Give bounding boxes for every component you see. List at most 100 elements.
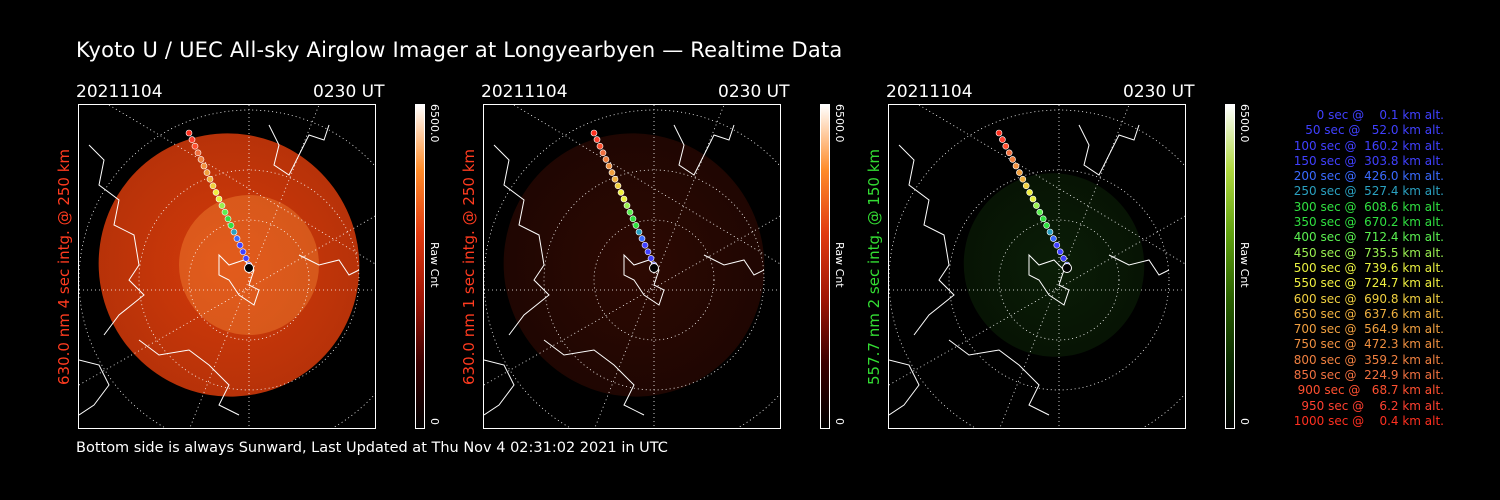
trajectory-point: [203, 169, 211, 176]
trajectory-point: [224, 215, 232, 223]
legend-row: 400 sec @ 712.4 km alt.: [1289, 230, 1444, 245]
allsky-image-557nm-2s: [888, 104, 1186, 429]
observatory-marker: [1062, 263, 1072, 273]
panel-time: 0230 UT: [718, 82, 790, 102]
legend-row: 200 sec @ 426.0 km alt.: [1289, 169, 1444, 184]
lat-lon-grid: [484, 105, 780, 428]
panel-side-label: 557.7 nm 2 sec intg. @ 150 km: [865, 148, 883, 385]
trajectory-point: [596, 142, 604, 150]
trajectory-point: [197, 156, 205, 163]
trajectory-point: [590, 129, 598, 137]
allsky-image-630nm-1s: [483, 104, 781, 429]
trajectory-point: [599, 149, 607, 157]
trajectory-point: [614, 182, 622, 190]
trajectory-point: [206, 175, 214, 183]
trajectory-point: [1039, 215, 1047, 223]
legend-row: 250 sec @ 527.4 km alt.: [1289, 184, 1444, 199]
trajectory-point: [1033, 202, 1040, 209]
trajectory-point: [209, 182, 217, 190]
trajectory-point: [999, 136, 1006, 143]
colorbar-max-label: 6500.0: [428, 104, 441, 143]
trajectory-point: [623, 202, 631, 209]
trajectory-point: [233, 235, 241, 242]
trajectory-point: [1026, 189, 1033, 196]
trajectory-point: [1056, 248, 1064, 256]
trajectory-point: [1053, 241, 1061, 249]
colorbar: [415, 104, 425, 429]
legend-row: 900 sec @ 68.7 km alt.: [1293, 383, 1444, 398]
airglow-field: [503, 133, 765, 397]
panel-date: 20211104: [886, 82, 973, 102]
trajectory-point: [626, 208, 634, 216]
trajectory-point: [1019, 175, 1027, 183]
trajectory-point: [218, 202, 226, 209]
panel-side-label: 630.0 nm 4 sec intg. @ 250 km: [55, 148, 73, 385]
trajectory-point: [236, 241, 244, 249]
lat-lon-grid: [79, 105, 375, 428]
trajectory-point: [1002, 142, 1010, 150]
panel-time: 0230 UT: [1123, 82, 1195, 102]
trajectory-point: [1043, 222, 1050, 229]
trajectory-point: [617, 189, 625, 196]
trajectory-point: [215, 195, 223, 203]
trajectory-point: [191, 142, 199, 150]
legend-row: 350 sec @ 670.2 km alt.: [1289, 215, 1444, 230]
colorbar-max-label: 6500.0: [833, 104, 846, 143]
legend-row: 650 sec @ 637.6 km alt.: [1289, 306, 1444, 321]
trajectory-point: [1016, 169, 1023, 176]
trajectory-point: [242, 255, 250, 262]
trajectory-point: [635, 228, 643, 236]
trajectory-point: [185, 129, 193, 137]
trajectory-point: [995, 129, 1003, 137]
trajectory-point: [611, 175, 619, 183]
legend-row: 600 sec @ 690.8 km alt.: [1289, 291, 1444, 306]
coastline: [484, 124, 765, 416]
airglow-field: [963, 173, 1145, 357]
colorbar-unit-label: Raw Cnt: [833, 242, 846, 288]
colorbar-unit-label: Raw Cnt: [1238, 242, 1251, 288]
trajectory-point: [647, 255, 655, 262]
trajectory-point: [602, 156, 610, 163]
observatory-marker: [244, 263, 254, 273]
trajectory-point: [1060, 255, 1067, 262]
colorbar-min-label: 0: [1238, 418, 1251, 425]
trajectory-point: [227, 222, 235, 229]
trajectory-point: [632, 222, 640, 229]
trajectory-point: [1046, 228, 1054, 236]
legend-row: 500 sec @ 739.6 km alt.: [1289, 260, 1444, 275]
colorbar-min-label: 0: [428, 418, 441, 425]
panel-date: 20211104: [76, 82, 163, 102]
trajectory-point: [230, 228, 238, 236]
trajectory-point: [188, 136, 196, 143]
trajectory-point: [605, 162, 613, 170]
trajectory-point: [194, 149, 202, 157]
lat-lon-grid: [889, 105, 1185, 428]
colorbar-max-label: 6500.0: [1238, 104, 1251, 143]
footer-note: Bottom side is always Sunward, Last Upda…: [76, 440, 668, 456]
legend-row: 800 sec @ 359.2 km alt.: [1289, 352, 1444, 367]
legend-row: 100 sec @ 160.2 km alt.: [1289, 138, 1444, 153]
trajectory-point: [1050, 235, 1057, 242]
colorbar: [1225, 104, 1235, 429]
trajectory-point: [608, 169, 616, 176]
legend-row: 750 sec @ 472.3 km alt.: [1289, 337, 1444, 352]
panel-side-label: 630.0 nm 1 sec intg. @ 250 km: [460, 148, 478, 385]
panel-date: 20211104: [481, 82, 568, 102]
legend-row: 50 sec @ 52.0 km alt.: [1297, 123, 1444, 138]
legend-row: 700 sec @ 564.9 km alt.: [1289, 322, 1444, 337]
legend-row: 550 sec @ 724.7 km alt.: [1289, 276, 1444, 291]
trajectory-point: [644, 248, 652, 256]
trajectory-point: [1036, 208, 1044, 216]
trajectory-point: [1029, 195, 1037, 203]
trajectory-point: [620, 195, 628, 203]
legend-row: 850 sec @ 224.9 km alt.: [1289, 368, 1444, 383]
allsky-image-630nm-4s: [78, 104, 376, 429]
trajectory-point: [629, 215, 637, 223]
legend-row: 300 sec @ 608.6 km alt.: [1289, 199, 1444, 214]
colorbar-min-label: 0: [833, 418, 846, 425]
colorbar-unit-label: Raw Cnt: [428, 242, 441, 288]
panel-time: 0230 UT: [313, 82, 385, 102]
legend-row: 150 sec @ 303.8 km alt.: [1289, 153, 1444, 168]
legend-row: 950 sec @ 6.2 km alt.: [1297, 398, 1444, 413]
legend-row: 450 sec @ 735.5 km alt.: [1289, 245, 1444, 260]
